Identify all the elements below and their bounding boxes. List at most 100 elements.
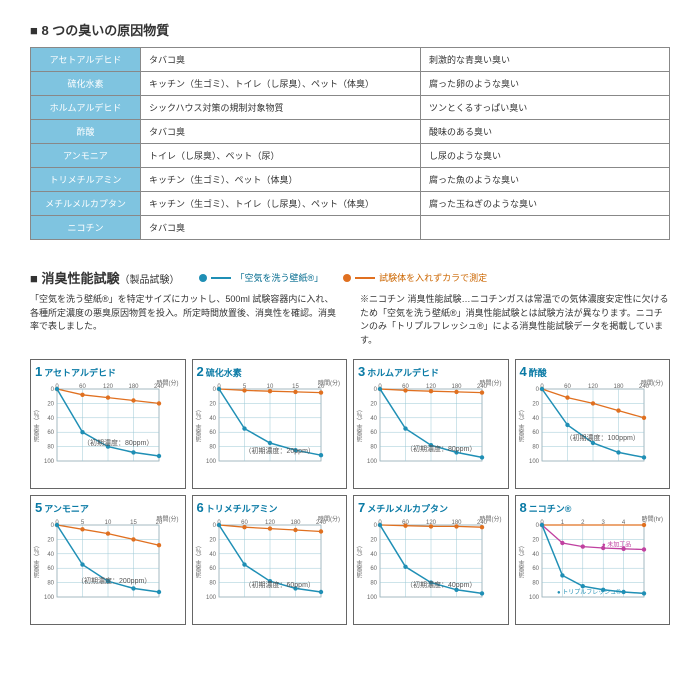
- svg-text:100: 100: [205, 459, 216, 465]
- svg-text:40: 40: [532, 552, 539, 558]
- svg-text:60: 60: [47, 566, 54, 572]
- svg-text:20: 20: [47, 537, 54, 543]
- odor-source: シックハウス対策の規制対象物質: [141, 96, 421, 120]
- chart-panel: 2硫化水素 時間(分) 消臭率（％） （初期濃度：20ppm） 02040608…: [192, 359, 348, 489]
- odor-name: 酢酸: [31, 120, 141, 144]
- svg-text:20: 20: [209, 401, 216, 407]
- svg-text:20: 20: [370, 401, 377, 407]
- y-axis-label: 消臭率（％）: [356, 542, 365, 578]
- odor-smell: ツンとくるすっぱい臭い: [421, 96, 670, 120]
- table-row: 酢酸 タバコ臭 酸味のある臭い: [31, 120, 670, 144]
- chart-panel: 8ニコチン® 時間(hr) 消臭率（％） 020406080100012345 …: [515, 495, 671, 625]
- desc-left: 「空気を洗う壁紙®」を特定サイズにカットし、500ml 試験容器内に入れ、各種所…: [30, 293, 340, 347]
- odor-smell: [421, 216, 670, 240]
- table-row: メチルメルカプタン キッチン（生ゴミ）、トイレ（し尿臭）、ペット（体臭） 腐った…: [31, 192, 670, 216]
- svg-text:60: 60: [47, 430, 54, 436]
- x-unit-label: 時間(分): [157, 514, 179, 523]
- svg-text:15: 15: [292, 384, 299, 390]
- odor-table: アセトアルデヒド タバコ臭 刺激的な青臭い臭い硫化水素 キッチン（生ゴミ）、トイ…: [30, 47, 670, 240]
- svg-text:100: 100: [367, 459, 378, 465]
- svg-text:60: 60: [564, 384, 571, 390]
- svg-text:40: 40: [47, 416, 54, 422]
- odor-smell: 刺激的な青臭い臭い: [421, 48, 670, 72]
- svg-text:60: 60: [532, 566, 539, 572]
- table-row: ニコチン タバコ臭: [31, 216, 670, 240]
- svg-text:● 未加工品: ● 未加工品: [602, 541, 631, 549]
- chart-title: 4酢酸: [520, 364, 666, 379]
- table-section-title: ■ 8 つの臭いの原因物質: [30, 20, 670, 39]
- chart-svg: 020406080100060120180240: [358, 517, 488, 607]
- desc-right: ※ニコチン 消臭性能試験…ニコチンガスは常温での気体濃度安定性に欠けるため「空気…: [360, 293, 670, 347]
- y-axis-label: 消臭率（％）: [518, 542, 527, 578]
- table-row: トリメチルアミン キッチン（生ゴミ）、ペット（体臭） 腐った魚のような臭い: [31, 168, 670, 192]
- svg-text:40: 40: [370, 416, 377, 422]
- svg-text:180: 180: [451, 384, 462, 390]
- chart-title: 3ホルムアルデヒド: [358, 364, 504, 379]
- svg-text:100: 100: [367, 595, 378, 601]
- initial-concentration: （初期濃度：200ppm）: [77, 576, 151, 586]
- svg-text:60: 60: [532, 430, 539, 436]
- table-row: アセトアルデヒド タバコ臭 刺激的な青臭い臭い: [31, 48, 670, 72]
- test-section-title: ■ 消臭性能試験（製品試験）: [30, 268, 179, 287]
- svg-text:180: 180: [290, 520, 301, 526]
- svg-text:40: 40: [209, 416, 216, 422]
- chart-title: 1アセトアルデヒド: [35, 364, 181, 379]
- table-row: 硫化水素 キッチン（生ゴミ）、トイレ（し尿臭）、ペット（体臭） 腐った卵のような…: [31, 72, 670, 96]
- svg-text:180: 180: [128, 384, 139, 390]
- svg-text:80: 80: [370, 581, 377, 587]
- svg-text:0: 0: [212, 387, 216, 393]
- svg-text:20: 20: [47, 401, 54, 407]
- chart-panel: 1アセトアルデヒド 時間(分) 消臭率（％） （初期濃度：80ppm） 0204…: [30, 359, 186, 489]
- odor-name: メチルメルカプタン: [31, 192, 141, 216]
- legend-orange: 試験体を入れずカラで測定: [343, 271, 487, 284]
- svg-text:40: 40: [370, 552, 377, 558]
- svg-text:100: 100: [528, 459, 539, 465]
- svg-text:40: 40: [209, 552, 216, 558]
- svg-text:0: 0: [51, 387, 55, 393]
- chart-title: 2硫化水素: [197, 364, 343, 379]
- odor-source: キッチン（生ゴミ）、トイレ（し尿臭）、ペット（体臭）: [141, 72, 421, 96]
- svg-text:80: 80: [47, 445, 54, 451]
- svg-text:80: 80: [209, 445, 216, 451]
- svg-text:● トリプルフレッシュ®: ● トリプルフレッシュ®: [557, 589, 621, 596]
- table-row: アンモニア トイレ（し尿臭）、ペット（尿） し尿のような臭い: [31, 144, 670, 168]
- odor-source: タバコ臭: [141, 48, 421, 72]
- svg-text:15: 15: [130, 520, 137, 526]
- odor-source: タバコ臭: [141, 120, 421, 144]
- chart-panel: 3ホルムアルデヒド 時間(分) 消臭率（％） （初期濃度：80ppm） 0204…: [353, 359, 509, 489]
- odor-smell: 腐った玉ねぎのような臭い: [421, 192, 670, 216]
- initial-concentration: （初期濃度：80ppm）: [406, 444, 476, 454]
- svg-text:0: 0: [374, 523, 378, 529]
- svg-text:60: 60: [79, 384, 86, 390]
- odor-smell: し尿のような臭い: [421, 144, 670, 168]
- chart-title: 6トリメチルアミン: [197, 500, 343, 515]
- odor-source: キッチン（生ゴミ）、ペット（体臭）: [141, 168, 421, 192]
- x-unit-label: 時間(分): [641, 378, 663, 387]
- svg-text:120: 120: [264, 520, 275, 526]
- svg-text:120: 120: [587, 384, 598, 390]
- svg-text:20: 20: [532, 401, 539, 407]
- odor-smell: 酸味のある臭い: [421, 120, 670, 144]
- svg-text:60: 60: [209, 566, 216, 572]
- svg-text:0: 0: [535, 523, 539, 529]
- odor-name: アンモニア: [31, 144, 141, 168]
- y-axis-label: 消臭率（％）: [33, 406, 42, 442]
- initial-concentration: （初期濃度：80ppm）: [83, 438, 153, 448]
- x-unit-label: 時間(分): [318, 514, 340, 523]
- odor-name: 硫化水素: [31, 72, 141, 96]
- chart-panel: 4酢酸 時間(分) 消臭率（％） （初期濃度：100ppm） 020406080…: [515, 359, 671, 489]
- svg-text:60: 60: [370, 566, 377, 572]
- odor-smell: 腐った卵のような臭い: [421, 72, 670, 96]
- svg-text:80: 80: [209, 581, 216, 587]
- svg-text:0: 0: [535, 387, 539, 393]
- legend-blue: 「空気を洗う壁紙®」: [199, 271, 323, 284]
- chart-svg: 020406080100060120180240: [520, 381, 650, 471]
- x-unit-label: 時間(分): [480, 378, 502, 387]
- y-axis-label: 消臭率（％）: [195, 542, 204, 578]
- charts-grid: 1アセトアルデヒド 時間(分) 消臭率（％） （初期濃度：80ppm） 0 20 4…: [30, 359, 670, 625]
- chart-svg: 020406080100012345 ● 未加工品● トリプルフレッシュ®: [520, 517, 650, 607]
- odor-source: キッチン（生ゴミ）、トイレ（し尿臭）、ペット（体臭）: [141, 192, 421, 216]
- chart-svg: 020406080100060120180240: [358, 381, 488, 471]
- y-axis-label: 消臭率（％）: [33, 542, 42, 578]
- svg-text:10: 10: [105, 520, 112, 526]
